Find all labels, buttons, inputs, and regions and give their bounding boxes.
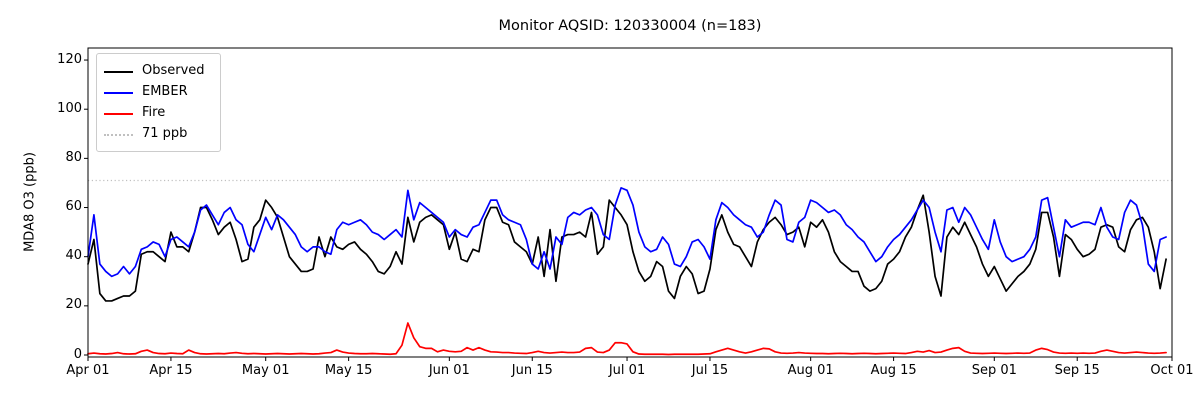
y-tick-label: 40 [65, 248, 82, 264]
x-tick-label: Sep 01 [971, 363, 1017, 378]
x-tick-label: Jun 15 [511, 363, 553, 378]
x-tick-label: Aug 01 [787, 363, 834, 378]
plot-border [87, 47, 1173, 358]
legend-item: EMBER [104, 82, 214, 103]
y-tick-label: 0 [73, 346, 82, 362]
x-tick-label: Sep 15 [1054, 363, 1100, 378]
series-line-ember [87, 187, 1167, 278]
legend-item: 71 ppb [104, 124, 214, 145]
legend-label: 71 ppb [142, 126, 188, 141]
legend-line-sample [104, 91, 133, 94]
x-tick-label: May 15 [324, 363, 373, 378]
series-line-observed [87, 194, 1167, 302]
chart-title: Monitor AQSID: 120330004 (n=183) [498, 18, 762, 34]
x-tick-label: Jul 01 [608, 363, 646, 378]
x-tick-label: Apr 15 [149, 363, 193, 378]
y-tick-label: 20 [65, 297, 82, 313]
legend-label: Observed [142, 63, 205, 78]
x-tick-label: Jul 15 [691, 363, 729, 378]
legend-item: Observed [104, 61, 214, 82]
legend-label: EMBER [142, 84, 188, 99]
legend-line-sample [104, 112, 133, 115]
x-tick-label: Apr 01 [66, 363, 110, 378]
x-tick-label: Jun 01 [428, 363, 470, 378]
series-line-fire [87, 322, 1167, 356]
x-tick-label: May 01 [241, 363, 290, 378]
y-tick-label: 100 [57, 100, 82, 116]
y-tick-label: 120 [57, 51, 82, 67]
legend-line-sample [104, 133, 133, 136]
x-tick-label: Oct 01 [1150, 363, 1194, 378]
legend-label: Fire [142, 105, 166, 120]
y-tick-label: 60 [65, 199, 82, 215]
legend-item: Fire [104, 103, 214, 124]
legend: Observed EMBER Fire 71 ppb [96, 53, 221, 152]
y-tick-label: 80 [65, 149, 82, 165]
legend-line-sample [104, 70, 133, 73]
x-tick-label: Aug 15 [870, 363, 917, 378]
